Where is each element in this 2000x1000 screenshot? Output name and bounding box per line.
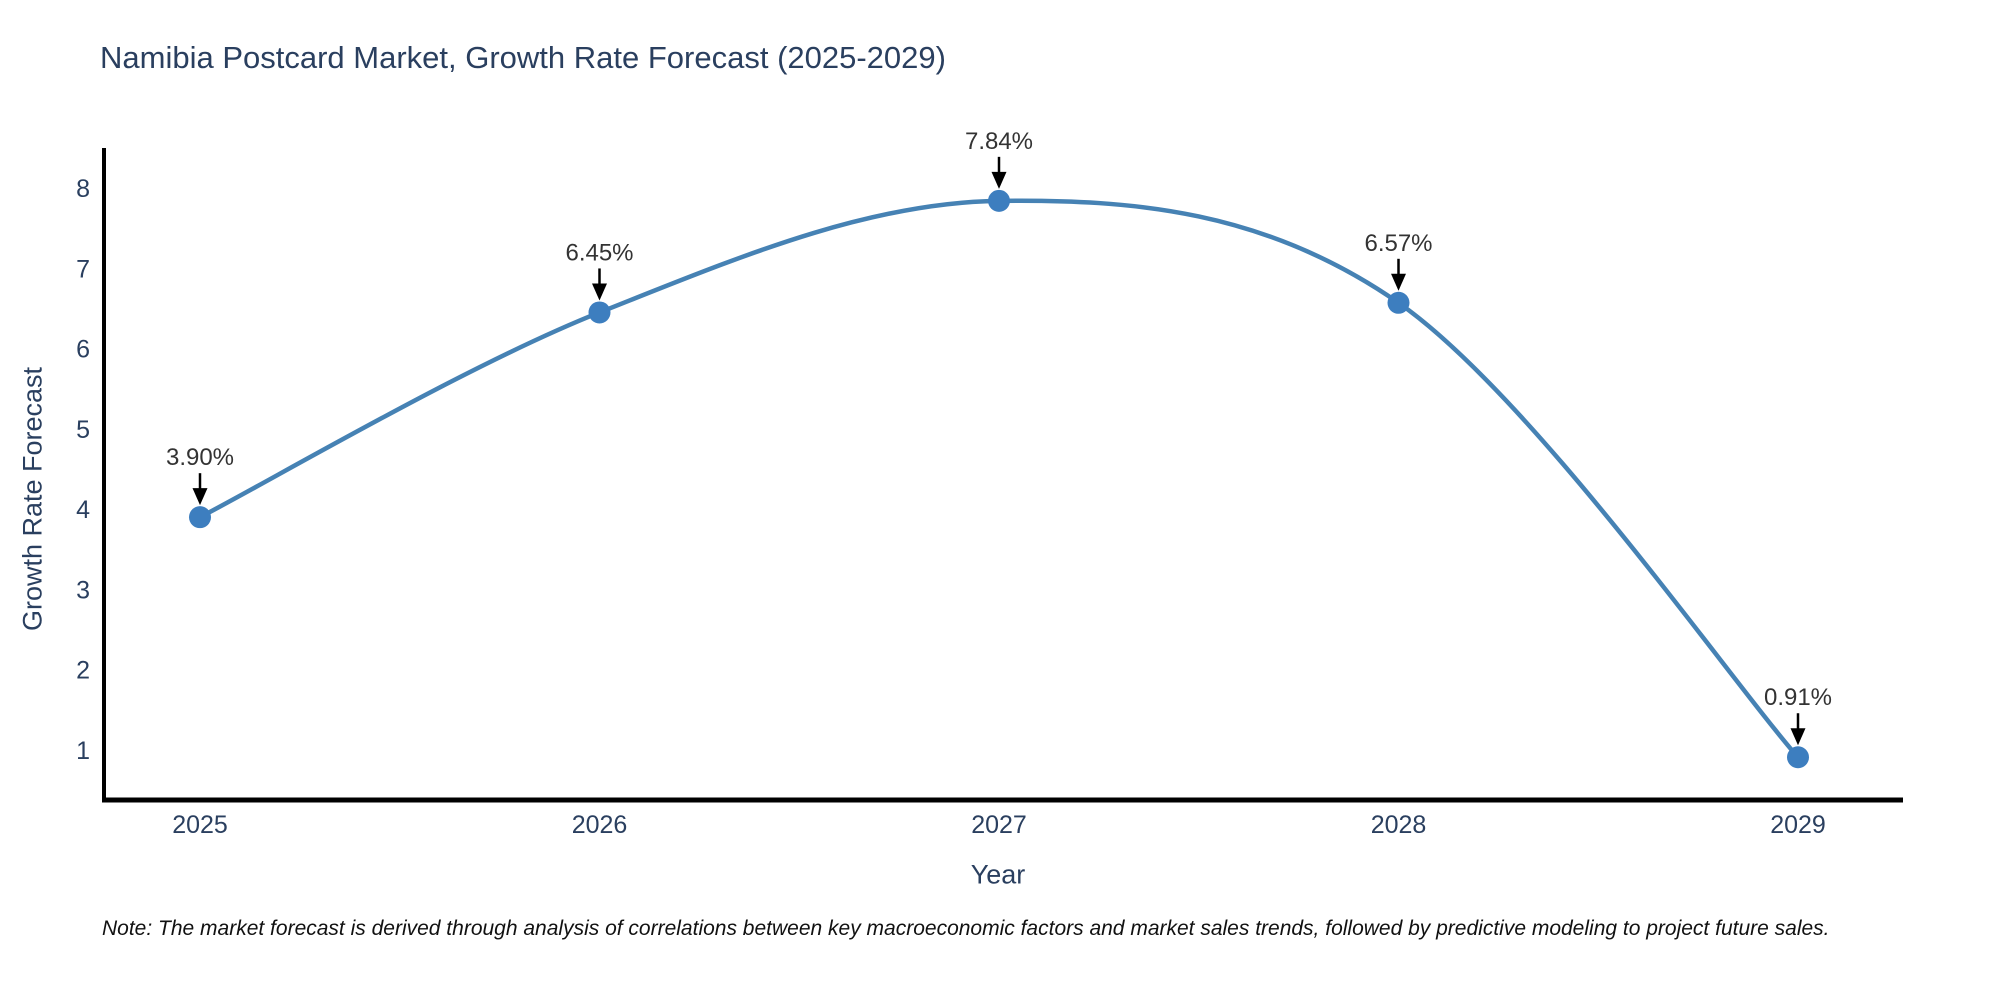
forecast-line [197, 198, 1801, 760]
annotation-arrow-head-icon [1391, 273, 1406, 291]
annotation-arrow-head-icon [1790, 728, 1806, 746]
data-point-label: 6.45% [565, 239, 633, 266]
y-tick-label: 2 [76, 657, 90, 685]
y-tick-label: 8 [76, 175, 90, 203]
data-point-label: 0.91% [1764, 684, 1832, 711]
x-axis-title: Year [970, 859, 1026, 890]
data-point-marker [1787, 746, 1809, 769]
chart-title: Namibia Postcard Market, Growth Rate For… [100, 40, 946, 75]
y-tick-label: 7 [76, 255, 90, 283]
x-tick-label: 2025 [172, 811, 228, 839]
y-tick-label: 4 [76, 496, 90, 524]
data-point-label: 7.84% [965, 128, 1033, 155]
y-tick-label: 5 [76, 416, 90, 444]
annotation-arrow-head-icon [592, 283, 607, 301]
y-axis-title: Growth Rate Forecast [17, 366, 48, 632]
data-point-marker [588, 301, 611, 324]
x-tick-label: 2028 [1371, 811, 1427, 839]
data-point-marker [1387, 291, 1410, 314]
data-point-label: 3.90% [166, 444, 234, 471]
annotation-arrow-head-icon [192, 488, 208, 506]
data-point-label: 6.57% [1364, 230, 1432, 257]
x-tick-label: 2027 [971, 811, 1027, 839]
y-tick-label: 6 [76, 336, 90, 364]
data-point-marker [189, 506, 211, 529]
data-point-marker [988, 189, 1010, 212]
y-tick-label: 1 [76, 737, 90, 765]
x-tick-label: 2029 [1770, 811, 1826, 839]
x-tick-label: 2026 [572, 811, 628, 839]
chart-footnote: Note: The market forecast is derived thr… [102, 917, 1830, 940]
annotation-arrow-head-icon [991, 171, 1007, 189]
y-tick-label: 3 [76, 576, 90, 604]
